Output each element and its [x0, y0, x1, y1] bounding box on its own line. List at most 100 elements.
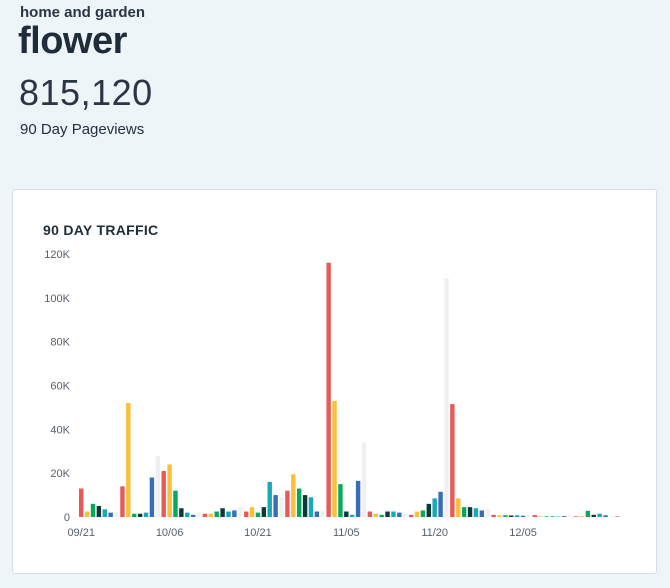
traffic-bar[interactable]: [591, 514, 596, 517]
chart-title: 90 DAY TRAFFIC: [43, 222, 159, 238]
traffic-bar[interactable]: [373, 513, 378, 517]
traffic-bar[interactable]: [120, 486, 125, 517]
traffic-bar[interactable]: [338, 484, 343, 518]
traffic-bar[interactable]: [420, 510, 426, 517]
traffic-bar[interactable]: [267, 481, 272, 517]
x-tick-label: 11/05: [333, 527, 360, 539]
traffic-bar[interactable]: [238, 507, 243, 517]
traffic-bar[interactable]: [479, 510, 485, 517]
traffic-bar[interactable]: [249, 507, 255, 517]
traffic-bar[interactable]: [173, 490, 178, 517]
traffic-bar[interactable]: [514, 515, 520, 517]
traffic-bar[interactable]: [432, 498, 437, 517]
traffic-chart-card: 90 DAY TRAFFIC 0 20K 40K 60K 80K 100K 120K 09/2…: [12, 189, 657, 574]
traffic-bar[interactable]: [143, 512, 149, 517]
traffic-bar-chart: 0 20K 40K 60K 80K 100K 120K 09/21 10/06 10/21 11/0…: [44, 249, 620, 539]
traffic-bar[interactable]: [456, 498, 461, 517]
traffic-bar[interactable]: [467, 507, 473, 517]
traffic-bar[interactable]: [226, 511, 231, 517]
traffic-bar[interactable]: [532, 515, 538, 517]
traffic-bar[interactable]: [573, 516, 579, 517]
traffic-bar[interactable]: [291, 474, 296, 517]
traffic-bar[interactable]: [273, 495, 278, 517]
traffic-bar[interactable]: [408, 514, 414, 517]
traffic-bar[interactable]: [190, 514, 196, 517]
traffic-bar[interactable]: [509, 515, 514, 517]
traffic-bar[interactable]: [185, 512, 190, 517]
traffic-bar[interactable]: [350, 514, 355, 517]
traffic-bar[interactable]: [538, 516, 543, 517]
traffic-bar[interactable]: [232, 510, 237, 517]
traffic-bar[interactable]: [473, 508, 479, 517]
traffic-bar[interactable]: [385, 511, 390, 517]
traffic-bar[interactable]: [285, 490, 290, 517]
traffic-bar[interactable]: [167, 464, 172, 517]
traffic-bar[interactable]: [96, 506, 102, 517]
traffic-bar[interactable]: [296, 488, 302, 517]
traffic-bar[interactable]: [137, 513, 143, 517]
traffic-bar[interactable]: [344, 511, 349, 517]
traffic-bar[interactable]: [84, 511, 90, 517]
traffic-bar[interactable]: [108, 512, 113, 517]
traffic-bar[interactable]: [597, 513, 602, 517]
traffic-bar[interactable]: [567, 515, 573, 517]
traffic-bar[interactable]: [132, 513, 137, 517]
traffic-bar[interactable]: [503, 515, 508, 517]
traffic-bar[interactable]: [255, 512, 261, 517]
traffic-bar[interactable]: [497, 515, 502, 517]
traffic-bar[interactable]: [208, 513, 214, 517]
traffic-bar[interactable]: [526, 514, 532, 517]
traffic-bar[interactable]: [126, 403, 131, 517]
traffic-bar[interactable]: [403, 513, 408, 517]
traffic-bar[interactable]: [414, 511, 420, 517]
x-tick-label: 09/21: [67, 527, 95, 539]
traffic-bar[interactable]: [438, 491, 443, 517]
traffic-bar[interactable]: [609, 515, 614, 517]
traffic-bar[interactable]: [355, 480, 361, 517]
x-tick-label: 10/06: [156, 527, 184, 539]
traffic-bar[interactable]: [314, 511, 320, 517]
traffic-bar[interactable]: [544, 516, 549, 517]
traffic-bar[interactable]: [444, 278, 449, 517]
traffic-bar[interactable]: [214, 511, 219, 517]
traffic-bar[interactable]: [320, 510, 325, 517]
traffic-bar[interactable]: [603, 515, 608, 517]
traffic-bar[interactable]: [102, 509, 107, 517]
traffic-bar[interactable]: [562, 516, 567, 517]
y-tick-label: 0: [64, 512, 70, 524]
traffic-bar[interactable]: [379, 514, 384, 517]
traffic-bar[interactable]: [397, 512, 402, 517]
traffic-bar[interactable]: [79, 488, 84, 517]
traffic-bar[interactable]: [279, 497, 284, 517]
traffic-bar[interactable]: [179, 508, 184, 517]
x-tick-label: 10/21: [244, 527, 272, 539]
traffic-bar[interactable]: [485, 509, 490, 517]
traffic-bar[interactable]: [520, 515, 526, 517]
traffic-bar[interactable]: [426, 503, 432, 517]
traffic-bar[interactable]: [326, 262, 331, 517]
traffic-bar[interactable]: [90, 503, 96, 517]
traffic-bar[interactable]: [461, 507, 467, 517]
traffic-bar[interactable]: [149, 477, 155, 517]
traffic-bar[interactable]: [332, 400, 337, 517]
traffic-bar[interactable]: [114, 512, 119, 517]
traffic-bar[interactable]: [579, 516, 585, 517]
traffic-bar[interactable]: [202, 513, 208, 517]
traffic-bar[interactable]: [220, 508, 225, 517]
traffic-bar[interactable]: [243, 511, 249, 517]
traffic-bar[interactable]: [161, 470, 166, 517]
traffic-bar[interactable]: [261, 507, 267, 517]
traffic-bar[interactable]: [302, 495, 308, 517]
traffic-bar[interactable]: [367, 511, 373, 517]
y-tick-label: 80K: [50, 337, 70, 349]
total-pageviews-value: 815,120: [19, 72, 153, 113]
traffic-bar[interactable]: [196, 512, 202, 517]
traffic-bar[interactable]: [450, 404, 455, 517]
traffic-bar[interactable]: [615, 516, 620, 517]
traffic-bar[interactable]: [585, 510, 591, 517]
traffic-bar[interactable]: [155, 455, 161, 517]
traffic-bar[interactable]: [361, 442, 367, 517]
traffic-bar[interactable]: [308, 497, 314, 517]
traffic-bar[interactable]: [391, 511, 396, 517]
traffic-bar[interactable]: [491, 514, 496, 517]
